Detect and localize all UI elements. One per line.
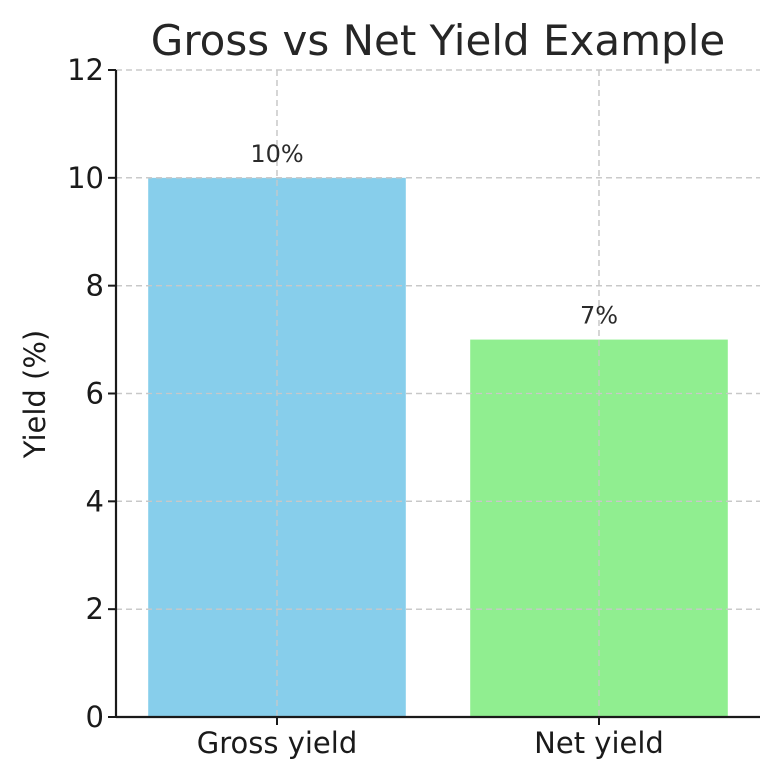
data-label: 7% (580, 302, 618, 330)
y-tick-label: 6 (86, 377, 104, 411)
y-axis-label: Yield (%) (18, 330, 52, 459)
y-tick-label: 8 (86, 269, 104, 303)
y-tick-label: 10 (67, 161, 104, 195)
grid-overlay (116, 69, 760, 717)
y-tick-label: 4 (86, 484, 104, 518)
bars (148, 177, 728, 718)
bar-gross-yield (148, 177, 406, 718)
x-tick-label: Gross yield (197, 726, 357, 760)
axes (108, 69, 760, 725)
chart-title: Gross vs Net Yield Example (151, 16, 725, 65)
y-tick-label: 12 (67, 53, 104, 87)
y-tick-label: 2 (86, 592, 104, 626)
data-label: 10% (250, 140, 303, 168)
x-tick-label: Net yield (534, 726, 664, 760)
labels: 10% 7% 0 2 4 6 8 10 12 Gross yield Net yield (67, 53, 664, 760)
y-tick-label: 0 (86, 700, 104, 734)
